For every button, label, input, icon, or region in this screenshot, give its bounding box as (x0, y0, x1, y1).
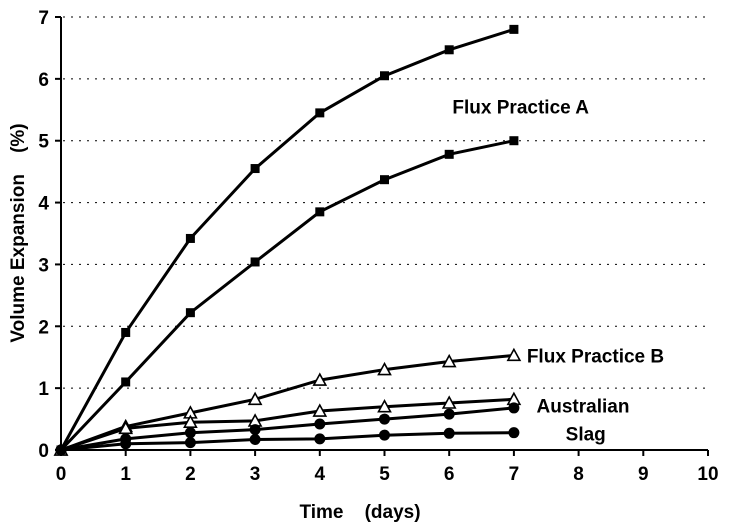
series-5-point-0 (55, 444, 67, 456)
series-1-point-4 (315, 207, 325, 217)
y-tick-label-1: 1 (38, 379, 49, 400)
series-0-point-3 (250, 164, 260, 174)
series-4-point-4 (314, 418, 326, 430)
y-tick-label-3: 3 (38, 255, 49, 276)
y-tick-label-6: 6 (38, 70, 49, 91)
series-2-point-4 (312, 372, 328, 386)
series-5 (55, 427, 520, 456)
x-tick-label-9: 9 (638, 464, 649, 485)
series-2-point-5 (377, 361, 392, 376)
series-2-line (60, 353, 515, 452)
series-3-point-1 (118, 420, 134, 435)
gridlines (63, 16, 708, 389)
series-5-point-4 (314, 433, 326, 445)
series-1-point-7 (509, 136, 519, 146)
series-0-point-2 (185, 233, 195, 243)
annotation-3: Slag (566, 424, 606, 445)
y-axis-title: Volume Expansion (%) (8, 123, 29, 342)
series-3-point-2 (183, 414, 198, 428)
series-5-point-1 (120, 438, 132, 450)
y-tick-label-2: 2 (38, 317, 49, 338)
series-5-line (60, 431, 514, 452)
series-1-line (59, 139, 515, 452)
series-1-point-2 (185, 308, 195, 318)
axes (60, 17, 708, 451)
annotation-2: Australian (537, 396, 630, 417)
x-tick-label-6: 6 (444, 464, 455, 485)
x-axis-title: Time (days) (299, 502, 420, 523)
series-3-line (60, 397, 514, 452)
ticks: 0 1 2 3 4 5 6 7 0 1 2 3 4 5 6 7 8 9 10 (38, 8, 718, 485)
annotation-1: Flux Practice B (527, 346, 664, 367)
x-tick-label-1: 1 (120, 464, 131, 485)
x-tick-label-0: 0 (56, 464, 67, 485)
series-0-point-7 (509, 24, 519, 34)
series-4-point-5 (379, 413, 390, 425)
series-5-point-5 (379, 429, 390, 441)
series-5-point-2 (184, 437, 196, 449)
series-3-point-4 (312, 403, 328, 417)
series-5-point-7 (508, 427, 520, 439)
series-0-point-5 (380, 71, 389, 81)
annotations: Flux Practice A Flux Practice B Australian… (452, 98, 664, 446)
series-3-point-6 (441, 395, 457, 409)
y-tick-label-4: 4 (38, 194, 49, 215)
series-2-point-6 (441, 353, 457, 368)
x-tick-label-5: 5 (379, 464, 390, 485)
series-5-point-6 (443, 427, 455, 439)
x-tick-label-8: 8 (573, 464, 584, 485)
series-4-point-7 (508, 402, 520, 414)
series-1 (56, 136, 519, 455)
series-4-point-2 (184, 427, 196, 439)
y-tick-label-0: 0 (38, 441, 49, 462)
annotation-0: Flux Practice A (452, 98, 589, 119)
series-0-point-6 (444, 45, 454, 55)
series-0-line (59, 27, 515, 451)
series-1-point-1 (121, 377, 131, 387)
x-tick-label-4: 4 (315, 464, 326, 485)
series-2-point-3 (247, 391, 263, 406)
series (53, 24, 522, 456)
series-2-point-7 (506, 347, 522, 362)
series-5-point-3 (249, 433, 261, 445)
series-4-line (60, 406, 515, 452)
series-0-point-1 (121, 327, 131, 337)
series-3-point-5 (377, 399, 392, 413)
series-4-point-6 (443, 408, 455, 420)
x-tick-label-7: 7 (509, 464, 520, 485)
series-1-point-6 (444, 149, 454, 159)
series-0-point-4 (315, 108, 325, 118)
series-3 (53, 391, 522, 456)
series-1-point-5 (380, 175, 389, 185)
x-tick-label-3: 3 (250, 464, 261, 485)
x-tick-label-2: 2 (185, 464, 196, 485)
x-tick-label-10: 10 (697, 464, 718, 485)
y-tick-label-7: 7 (38, 8, 49, 29)
series-1-point-3 (250, 257, 260, 267)
y-tick-label-5: 5 (38, 132, 49, 153)
series-4-point-3 (249, 424, 261, 436)
